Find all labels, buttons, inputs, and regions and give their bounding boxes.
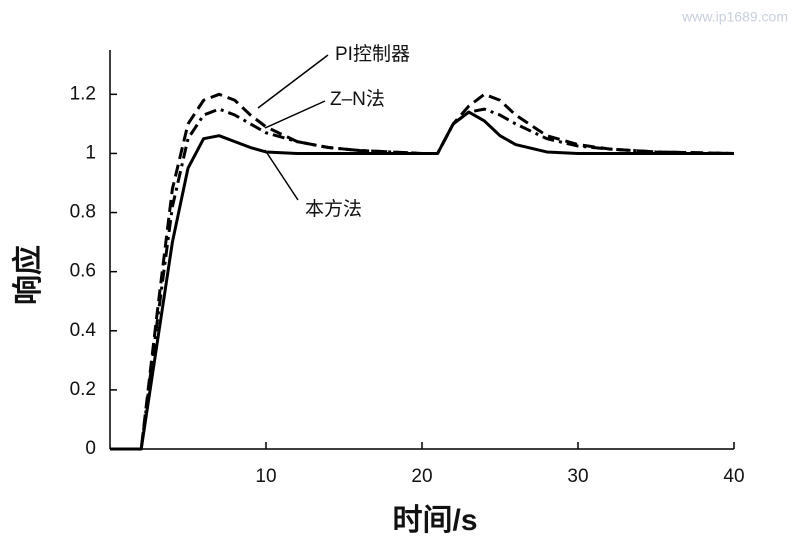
y-tick-label: 0.8 bbox=[70, 202, 96, 223]
y-tick-label: 1 bbox=[85, 142, 96, 163]
y-tick-label: 0.6 bbox=[70, 261, 96, 282]
x-tick-label: 20 bbox=[411, 466, 432, 487]
x-tick-label: 30 bbox=[567, 466, 588, 487]
x-tick-label: 10 bbox=[255, 466, 276, 487]
y-tick-label: 0 bbox=[85, 438, 96, 459]
annotation: 本方法 bbox=[305, 198, 362, 220]
y-axis-label: 响应 bbox=[11, 245, 45, 305]
watermark: www.ip1689.com bbox=[681, 9, 788, 25]
y-tick-label: 0.4 bbox=[70, 320, 97, 341]
y-tick-label: 1.2 bbox=[70, 83, 96, 104]
series-line bbox=[110, 92, 735, 451]
annotation: PI控制器 bbox=[335, 43, 410, 65]
annotation-leader bbox=[264, 100, 326, 129]
x-tick-label: 40 bbox=[723, 466, 744, 487]
y-tick-label: 0.2 bbox=[70, 379, 96, 400]
x-axis-label: 时间/s bbox=[392, 504, 477, 537]
annotation-leader bbox=[264, 149, 299, 201]
annotation-leader bbox=[257, 54, 329, 109]
series-line bbox=[110, 110, 734, 451]
series-line bbox=[110, 107, 735, 451]
annotation: Z–N法 bbox=[330, 88, 385, 110]
